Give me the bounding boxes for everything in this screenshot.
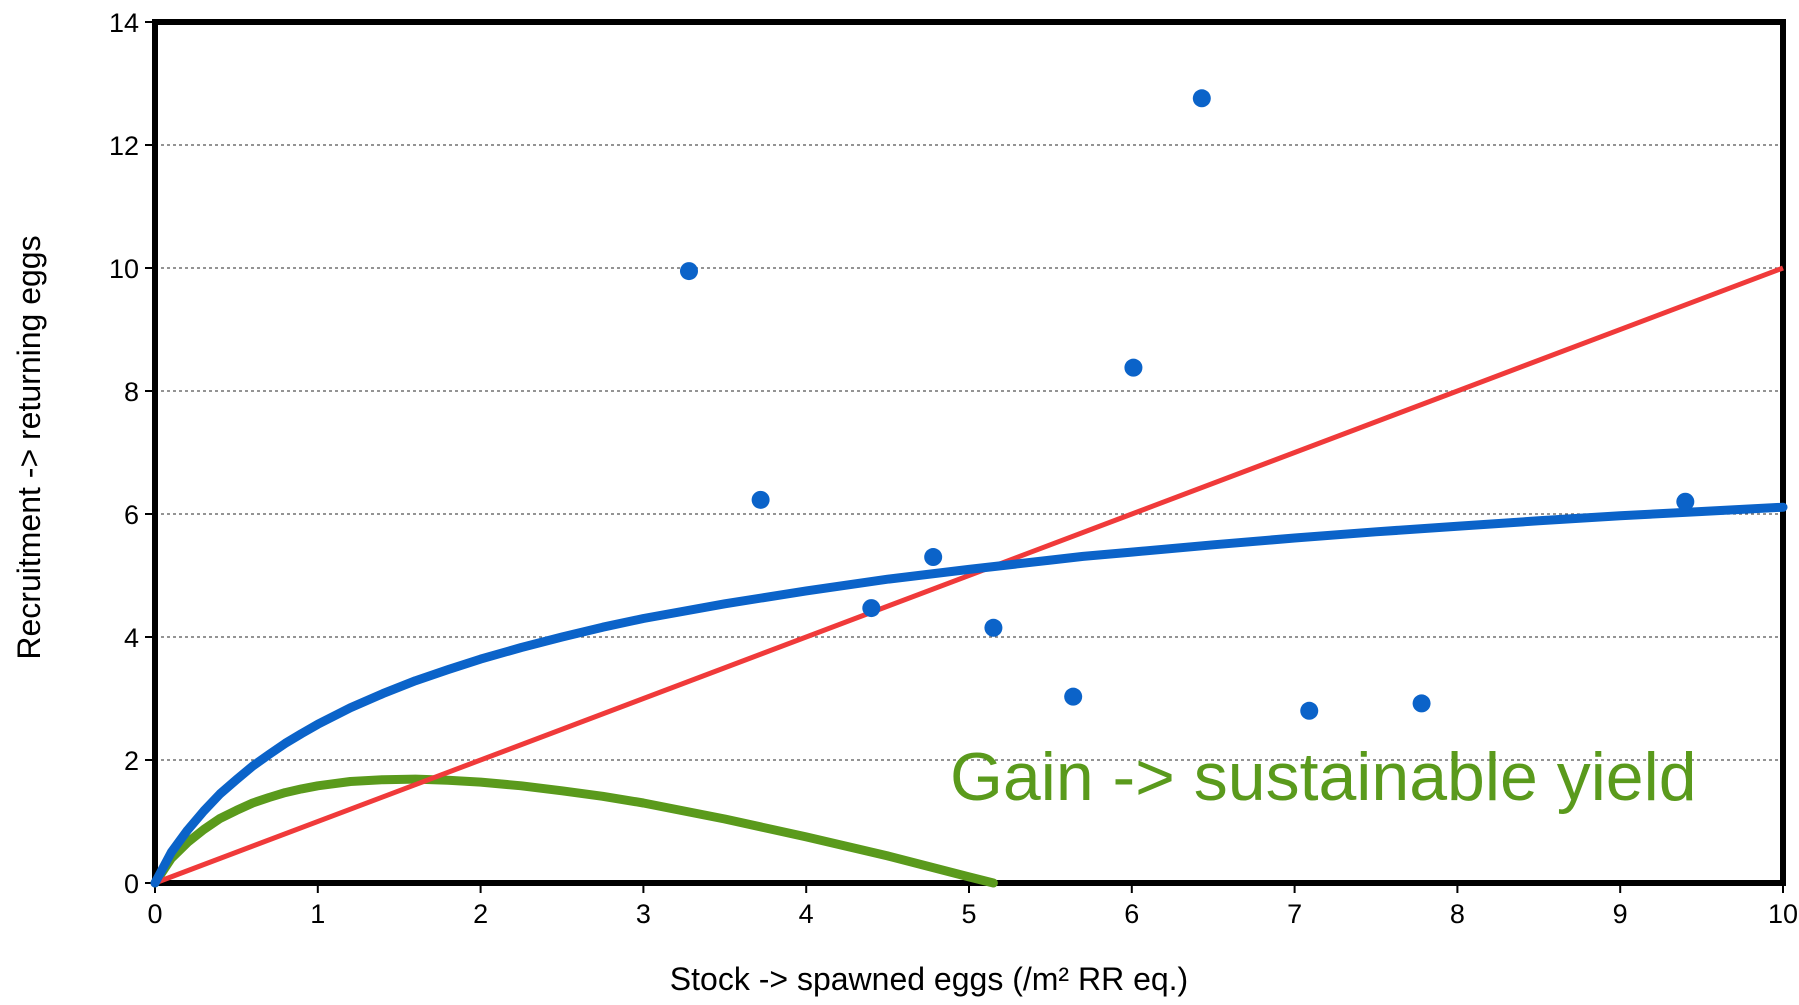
y-tick-label-10: 10 [109, 254, 139, 284]
data-point-11 [1676, 492, 1695, 511]
data-point-3 [862, 599, 881, 618]
x-tick-label-2: 2 [473, 899, 488, 929]
x-tick-label-9: 9 [1613, 899, 1628, 929]
x-tick-label-3: 3 [636, 899, 651, 929]
scatter-points [679, 89, 1695, 720]
data-point-10 [1412, 694, 1431, 713]
x-tick-label-0: 0 [147, 899, 162, 929]
y-tick-label-14: 14 [109, 8, 139, 38]
x-tick-label-7: 7 [1287, 899, 1302, 929]
x-tick-label-1: 1 [310, 899, 325, 929]
y-tick-label-12: 12 [109, 131, 139, 161]
gain-annotation: Gain -> sustainable yield [950, 739, 1697, 815]
x-tick-label-6: 6 [1124, 899, 1139, 929]
x-tick-label-10: 10 [1768, 899, 1798, 929]
y-tick-label-2: 2 [124, 746, 139, 776]
data-point-1 [679, 262, 698, 281]
x-tick-label-5: 5 [961, 899, 976, 929]
data-point-9 [1300, 701, 1319, 720]
series-layer [150, 265, 1788, 888]
y-tick-label-0: 0 [124, 869, 139, 899]
axes [145, 19, 1786, 893]
x-tick-label-4: 4 [799, 899, 814, 929]
replacement-line [154, 265, 1784, 886]
y-tick-label-4: 4 [124, 623, 139, 653]
data-point-6 [1064, 687, 1083, 706]
y-tick-label-8: 8 [124, 377, 139, 407]
x-tick-label-8: 8 [1450, 899, 1465, 929]
x-axis-label: Stock -> spawned eggs (/m² RR eq.) [670, 961, 1188, 997]
y-tick-label-6: 6 [124, 500, 139, 530]
grid-lines [155, 144, 1783, 761]
y-axis-label: Recruitment -> returning eggs [11, 235, 47, 659]
data-point-5 [984, 618, 1003, 637]
data-point-8 [1192, 89, 1211, 108]
gain-curve [150, 774, 998, 888]
data-point-4 [924, 548, 943, 567]
recruitment-curve [150, 502, 1788, 888]
data-point-7 [1124, 358, 1143, 377]
data-point-2 [751, 490, 770, 509]
